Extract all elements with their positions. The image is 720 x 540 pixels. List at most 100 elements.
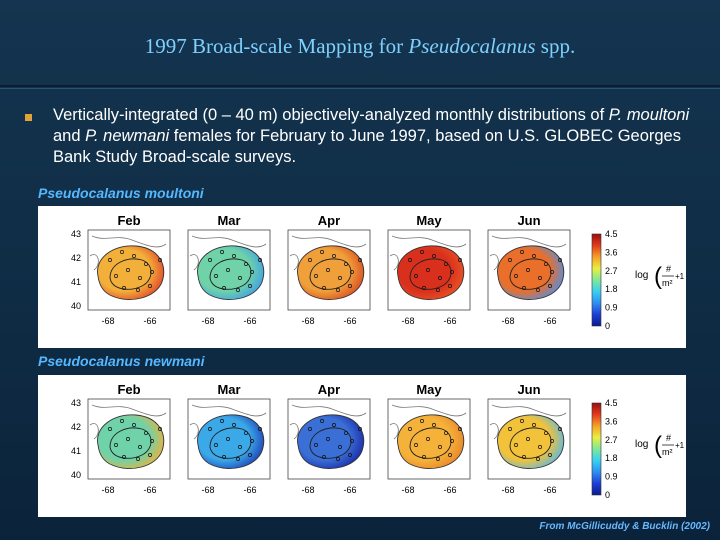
- colorbar-unit-log: log: [635, 439, 648, 450]
- station-marker: [348, 284, 352, 288]
- station-marker: [208, 258, 212, 262]
- bullet-species-1: P. moultoni: [608, 106, 690, 124]
- panel-label-newmani: Pseudocalanus newmani: [38, 353, 205, 369]
- x-tick-label: -66: [143, 485, 156, 495]
- station-marker: [408, 258, 412, 262]
- station-marker: [214, 443, 218, 447]
- station-marker: [322, 455, 326, 459]
- station-marker: [258, 427, 262, 431]
- distribution-field: [97, 245, 165, 300]
- colorbar-tick-label: 0.9: [605, 303, 618, 313]
- coastline: [291, 235, 367, 248]
- station-marker: [136, 457, 140, 461]
- colorbar-tick-label: 0: [605, 490, 610, 500]
- month-title: Mar: [217, 382, 240, 397]
- coastline: [91, 404, 167, 417]
- station-marker: [250, 270, 254, 274]
- coastline: [89, 254, 99, 271]
- x-tick-label: -68: [501, 316, 514, 326]
- station-marker: [444, 431, 448, 435]
- station-marker: [558, 258, 562, 262]
- coastline: [189, 254, 199, 271]
- station-marker: [114, 274, 118, 278]
- station-marker: [432, 423, 436, 427]
- distribution-field: [397, 245, 465, 300]
- station-marker: [120, 250, 124, 254]
- station-marker: [526, 437, 530, 441]
- distribution-field: [297, 414, 365, 469]
- colorbar-tick-label: 3.6: [605, 416, 618, 426]
- station-marker: [526, 268, 530, 272]
- y-tick-label: 40: [71, 301, 81, 311]
- station-marker: [148, 453, 152, 457]
- station-marker: [336, 457, 340, 461]
- station-marker: [338, 276, 342, 280]
- colorbar-unit-paren: (: [654, 263, 662, 290]
- x-tick-label: -68: [401, 316, 414, 326]
- station-marker: [122, 455, 126, 459]
- station-marker: [538, 276, 542, 280]
- station-marker: [426, 268, 430, 272]
- station-marker: [232, 423, 236, 427]
- colorbar-unit-paren: (: [654, 432, 662, 459]
- station-marker: [138, 276, 142, 280]
- coastline: [391, 235, 467, 248]
- x-tick-label: -68: [201, 485, 214, 495]
- station-marker: [420, 250, 424, 254]
- x-tick-label: -66: [343, 485, 356, 495]
- coastline: [391, 404, 467, 417]
- coastline: [289, 423, 299, 440]
- y-tick-label: 43: [71, 229, 81, 239]
- figure-moultoni: Feb 43 42 41 40 -68 -66 Mar -68 -66 Apr -68 -66 May -6…: [38, 206, 686, 348]
- station-marker: [244, 431, 248, 435]
- station-marker: [436, 457, 440, 461]
- x-tick-label: -66: [143, 316, 156, 326]
- station-marker: [436, 288, 440, 292]
- station-marker: [522, 286, 526, 290]
- month-title: Jun: [517, 213, 540, 228]
- station-marker: [144, 431, 148, 435]
- station-marker: [236, 288, 240, 292]
- distribution-field: [397, 414, 465, 469]
- station-marker: [126, 437, 130, 441]
- station-marker: [550, 270, 554, 274]
- x-tick-label: -66: [443, 316, 456, 326]
- month-title: Feb: [117, 382, 140, 397]
- station-marker: [550, 439, 554, 443]
- station-marker: [238, 276, 242, 280]
- station-marker: [544, 431, 548, 435]
- station-marker: [350, 270, 354, 274]
- coastline: [91, 235, 167, 248]
- coastline: [289, 254, 299, 271]
- station-marker: [536, 457, 540, 461]
- station-marker: [408, 427, 412, 431]
- station-marker: [258, 258, 262, 262]
- distribution-field: [497, 245, 565, 300]
- station-marker: [422, 455, 426, 459]
- station-marker: [458, 258, 462, 262]
- station-marker: [558, 427, 562, 431]
- station-marker: [326, 437, 330, 441]
- colorbar-unit-plus: +1: [675, 441, 685, 450]
- coastline: [489, 254, 499, 271]
- month-title: Apr: [318, 382, 340, 397]
- station-marker: [120, 419, 124, 423]
- coastline: [491, 235, 567, 248]
- colorbar: [591, 402, 602, 496]
- station-marker: [538, 445, 542, 449]
- colorbar-unit-numerator: #: [666, 264, 671, 274]
- y-tick-label: 42: [71, 422, 81, 432]
- station-marker: [132, 254, 136, 258]
- station-marker: [226, 268, 230, 272]
- colorbar-tick-label: 4.5: [605, 229, 618, 239]
- station-marker: [232, 254, 236, 258]
- station-marker: [448, 453, 452, 457]
- title-divider: [0, 85, 720, 87]
- x-tick-label: -68: [501, 485, 514, 495]
- station-marker: [350, 439, 354, 443]
- station-marker: [422, 286, 426, 290]
- station-marker: [226, 437, 230, 441]
- month-title: May: [416, 382, 442, 397]
- title-divider-highlight: [0, 88, 720, 89]
- colorbar-tick-label: 1.8: [605, 284, 618, 294]
